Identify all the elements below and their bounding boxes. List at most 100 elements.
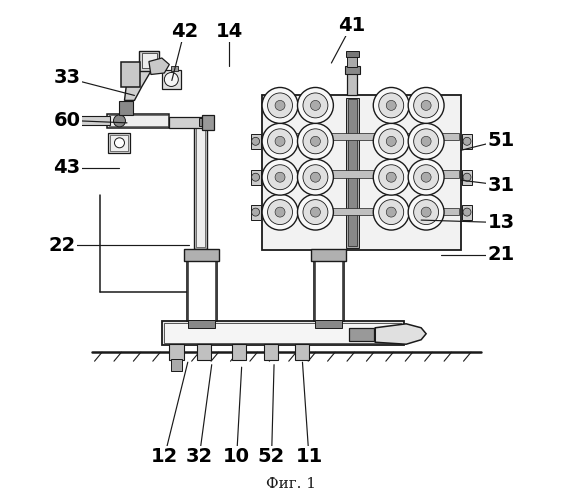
Bar (107, 114, 169, 128)
Circle shape (310, 100, 321, 110)
Circle shape (408, 160, 444, 195)
Circle shape (421, 172, 431, 182)
Bar (264, 170, 459, 177)
Circle shape (414, 129, 438, 154)
Bar (187, 259, 217, 322)
Text: 31: 31 (487, 176, 514, 195)
Bar (462, 134, 472, 149)
Bar (347, 56, 357, 66)
Bar (347, 73, 357, 96)
Circle shape (268, 129, 293, 154)
Text: 51: 51 (487, 131, 515, 150)
Circle shape (373, 194, 409, 230)
Bar (162, 70, 181, 89)
Text: 52: 52 (258, 448, 285, 466)
Circle shape (379, 200, 403, 224)
Bar (349, 328, 374, 340)
Circle shape (297, 88, 333, 124)
Bar (139, 50, 159, 70)
Bar (164, 324, 401, 343)
Text: 43: 43 (54, 158, 80, 177)
Circle shape (297, 124, 333, 160)
Bar (264, 344, 278, 359)
Circle shape (275, 136, 285, 146)
Circle shape (310, 136, 321, 146)
Circle shape (421, 100, 431, 110)
Circle shape (408, 194, 444, 230)
Circle shape (310, 207, 321, 217)
Bar (196, 126, 205, 247)
Circle shape (114, 115, 125, 127)
Bar (121, 62, 140, 88)
Circle shape (379, 93, 403, 118)
Text: 22: 22 (48, 236, 76, 255)
Bar (231, 344, 245, 359)
Circle shape (252, 138, 259, 145)
Polygon shape (124, 60, 152, 100)
Circle shape (463, 173, 471, 181)
Bar (194, 125, 207, 248)
Circle shape (386, 136, 396, 146)
Text: 14: 14 (216, 22, 243, 41)
Bar (251, 170, 261, 184)
Circle shape (268, 200, 293, 224)
Circle shape (303, 164, 328, 190)
Bar (108, 133, 131, 153)
Bar (108, 116, 168, 126)
Text: 12: 12 (151, 448, 178, 466)
Circle shape (303, 200, 328, 224)
Circle shape (421, 207, 431, 217)
Bar (202, 116, 214, 130)
Circle shape (114, 138, 124, 148)
Bar (264, 133, 459, 140)
Circle shape (379, 129, 403, 154)
Circle shape (268, 164, 293, 190)
Bar (142, 53, 157, 68)
Circle shape (373, 124, 409, 160)
Bar (171, 358, 182, 370)
Text: 41: 41 (338, 16, 365, 35)
Circle shape (310, 172, 321, 182)
Circle shape (303, 129, 328, 154)
Circle shape (252, 173, 259, 181)
Text: 60: 60 (54, 111, 80, 130)
Circle shape (421, 136, 431, 146)
Circle shape (252, 208, 259, 216)
Circle shape (297, 160, 333, 195)
Circle shape (297, 194, 333, 230)
Text: 42: 42 (171, 22, 198, 41)
Bar (188, 261, 215, 320)
Circle shape (275, 100, 285, 110)
Bar (346, 98, 359, 248)
Bar (184, 248, 219, 261)
Bar (346, 50, 359, 56)
Bar (169, 344, 184, 359)
Bar (162, 321, 403, 344)
Circle shape (262, 194, 298, 230)
Circle shape (262, 160, 298, 195)
Bar (169, 117, 203, 128)
Bar (296, 344, 310, 359)
Bar (348, 100, 357, 246)
Circle shape (164, 72, 178, 86)
Bar (110, 135, 128, 152)
Bar (314, 259, 344, 322)
Circle shape (379, 164, 403, 190)
Bar (311, 248, 346, 261)
Text: 13: 13 (487, 213, 514, 232)
Text: 10: 10 (223, 448, 250, 466)
Circle shape (414, 200, 438, 224)
Circle shape (268, 93, 293, 118)
Circle shape (386, 172, 396, 182)
Polygon shape (149, 58, 169, 74)
Bar (199, 118, 204, 126)
Text: 32: 32 (186, 448, 213, 466)
Polygon shape (375, 324, 426, 344)
Bar (197, 344, 210, 359)
Circle shape (463, 138, 471, 145)
Circle shape (386, 207, 396, 217)
Bar (120, 102, 134, 116)
Bar (345, 66, 360, 74)
Text: 21: 21 (487, 246, 515, 264)
Circle shape (408, 124, 444, 160)
